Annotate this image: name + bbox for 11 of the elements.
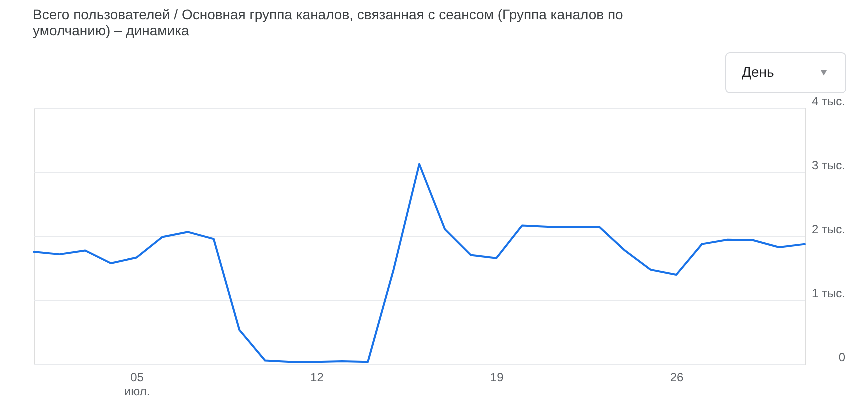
x-tick-label: 19: [490, 370, 504, 384]
y-tick-label: 3 тыс.: [812, 158, 846, 172]
x-tick-label: 26: [670, 370, 684, 384]
x-tick-label: 12: [310, 370, 324, 384]
y-tick-label: 1 тыс.: [812, 286, 846, 300]
chart-title: Всего пользователей / Основная группа каналов, связанная с сеансом (Группа каналов по умолчанию) – динамика: [33, 6, 624, 38]
y-tick-label: 0: [838, 350, 846, 364]
y-tick-label: 4 тыс.: [812, 94, 846, 108]
x-tick-label: 05 июл.: [124, 370, 150, 398]
text: День: [742, 64, 774, 80]
y-tick-label: 2 тыс.: [812, 222, 846, 236]
